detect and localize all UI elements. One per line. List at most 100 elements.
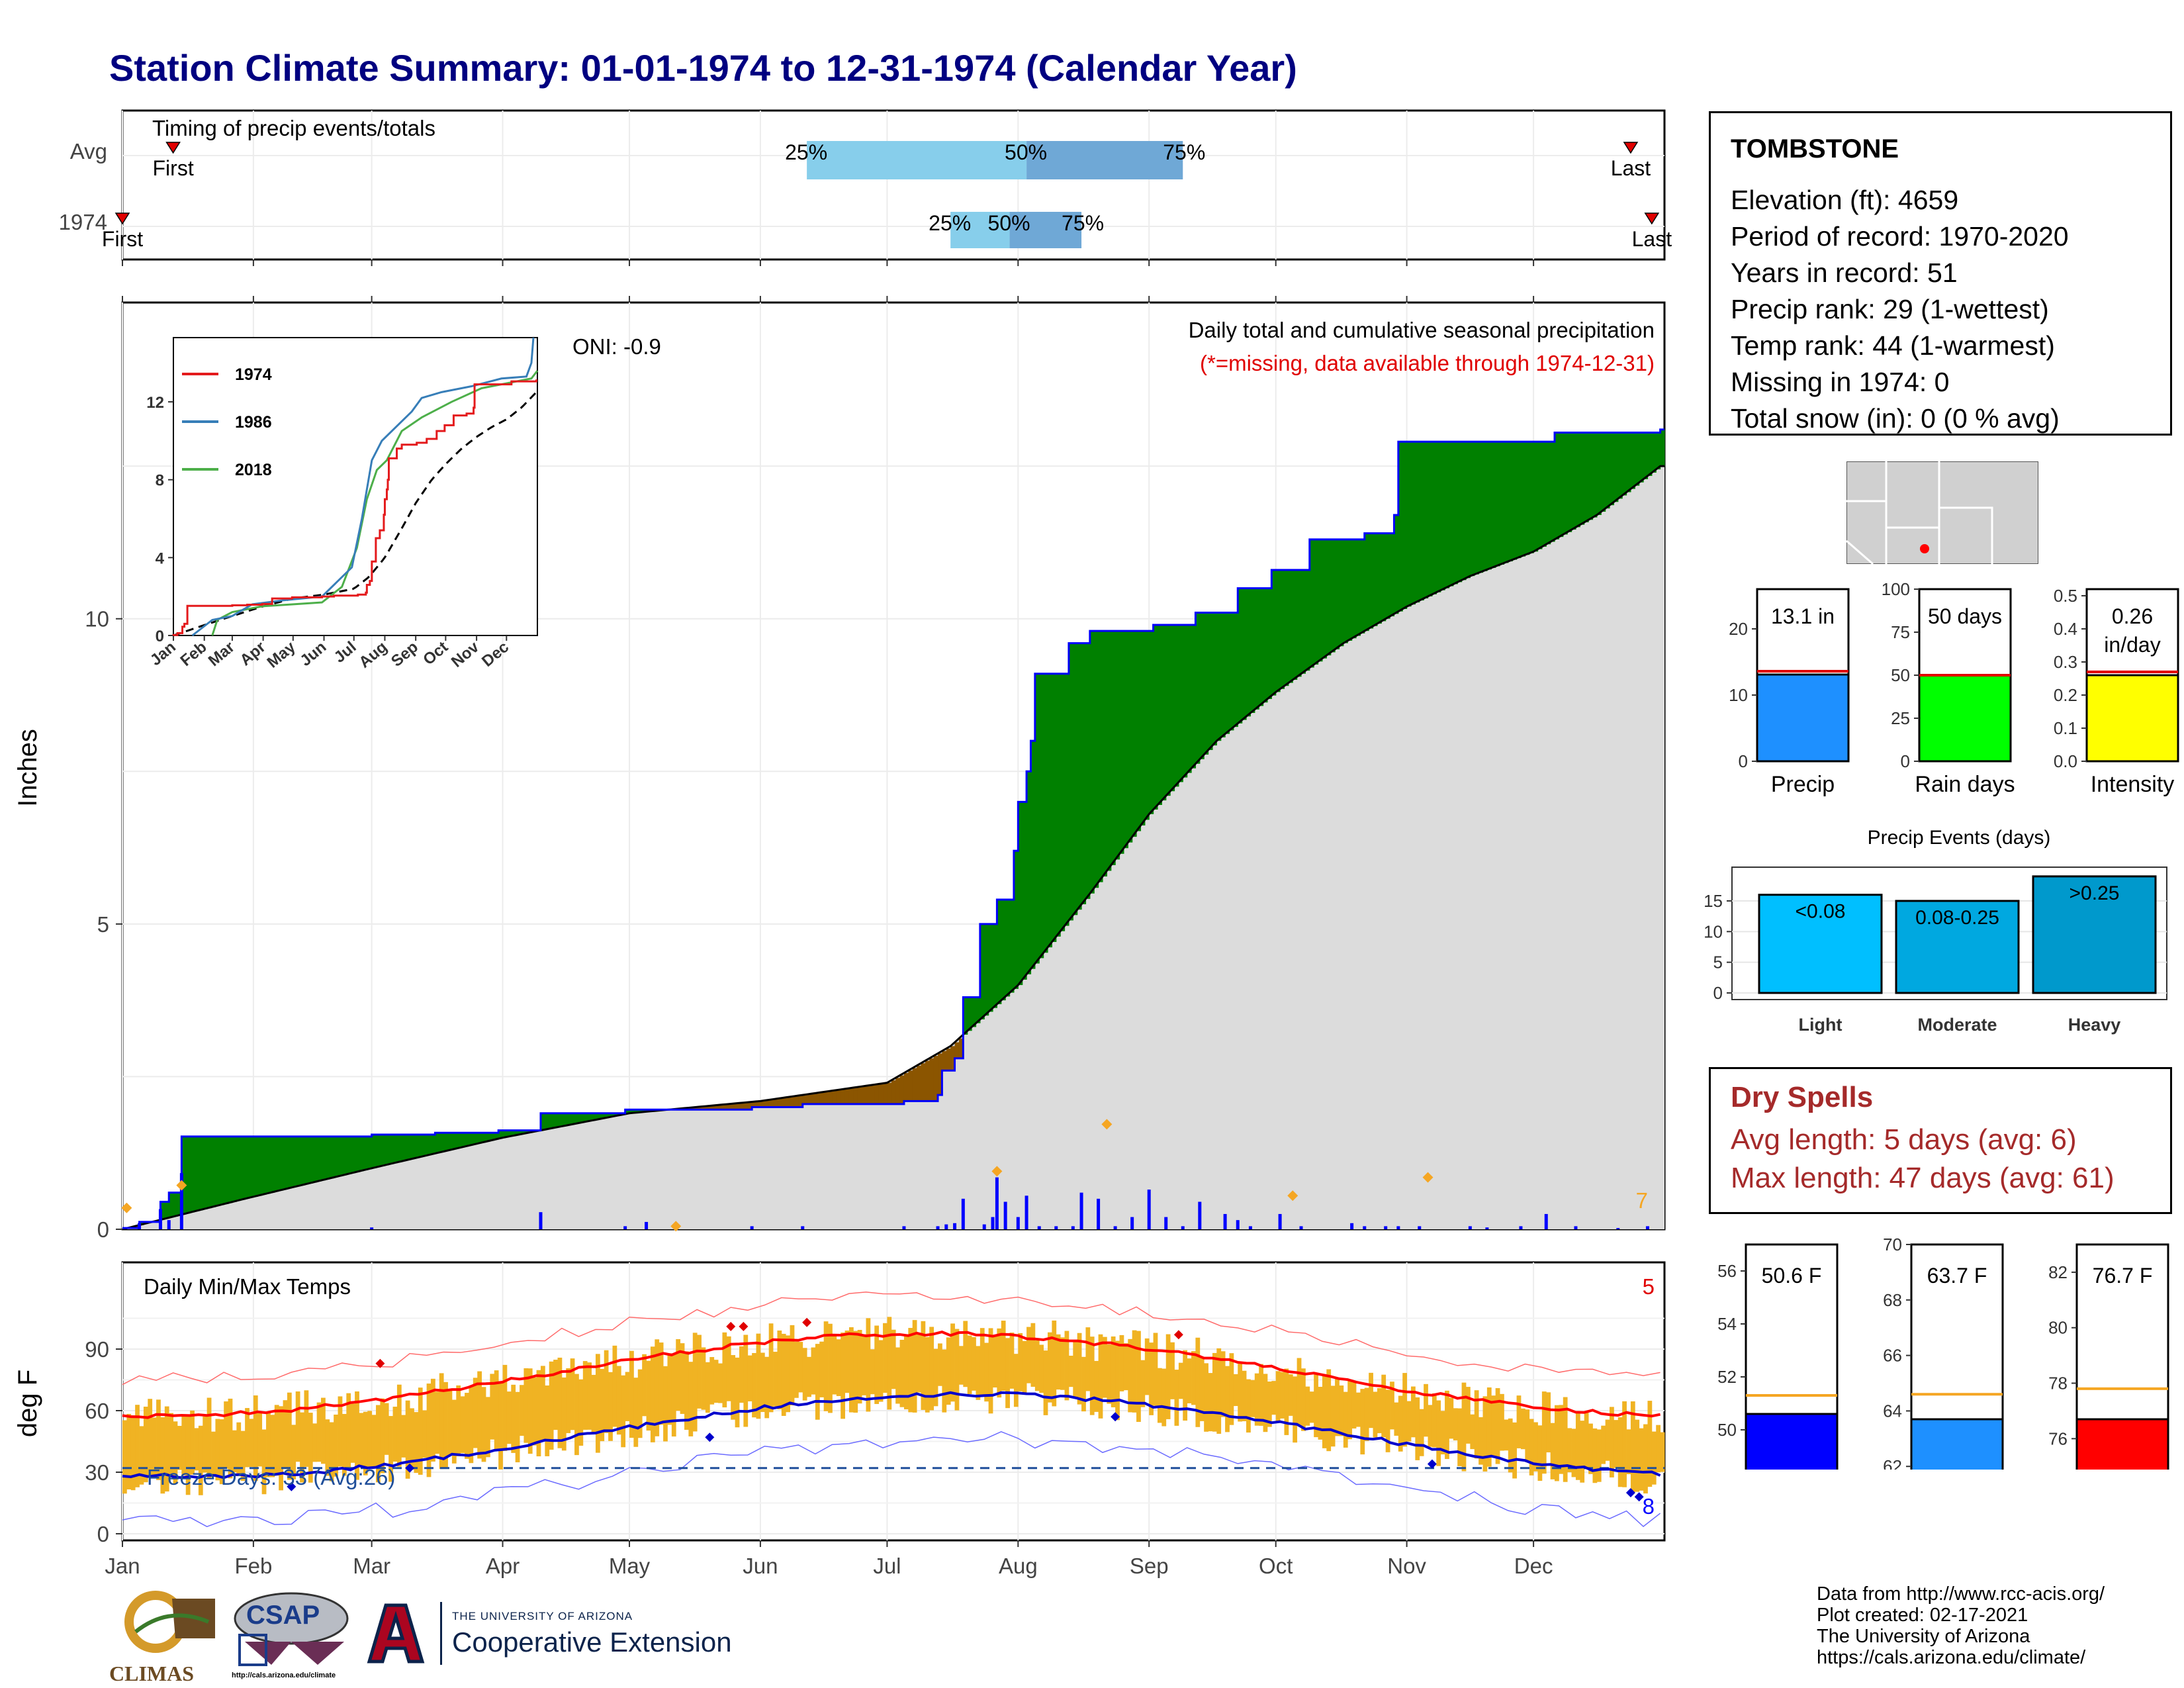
precip-surplus-slice [1009,899,1015,993]
precip-surplus-slice [456,1133,461,1149]
daily-temp-bar [1048,1332,1052,1403]
daily-temp-bar [502,1364,508,1451]
precip-surplus-slice [1043,673,1048,953]
daily-temp-bar [1280,1372,1285,1419]
precip-surplus-slice [426,1135,432,1156]
precip-deficit-slice [832,1090,837,1104]
daily-temp-bar [1465,1387,1471,1444]
daily-temp-bar [130,1415,136,1491]
month-tick-label: Jan [105,1554,140,1578]
precip-surplus-slice [1449,442,1454,586]
precip-bar-tick-label: 0.1 [2054,718,2077,738]
precip-surplus-slice [1301,569,1306,674]
station-precip-rank: Precip rank: 29 (1-wettest) [1731,294,2049,324]
record-high-marker [375,1358,385,1368]
daily-temp-bar [692,1333,698,1432]
daily-temp-bar [1246,1379,1251,1433]
daily-temp-bar [862,1334,866,1395]
daily-temp-bar [807,1356,811,1397]
daily-temp-bar [1068,1356,1073,1387]
daily-precip-bar [1299,1226,1303,1229]
daily-temp-bar [912,1320,917,1413]
precip-deficit-slice [887,1082,892,1104]
daily-temp-bar [954,1329,960,1411]
daily-precip-bar [1278,1213,1282,1229]
record-precip-marker [121,1202,132,1213]
precip-surplus-slice [1263,588,1268,703]
precip-surplus-slice [1596,432,1602,515]
daily-precip-bar [991,1217,995,1229]
precip-deficit-slice [899,1075,905,1104]
temp-panel: 0 30 60 90 Jan Feb Mar Apr May Jun Jul Aug Sep Oct No… [13,259,1666,1578]
intensity-unit: in/day [2104,633,2160,657]
precip-surplus-slice [1643,432,1649,479]
daily-temp-bar [895,1347,900,1404]
precip-count-label: 7 [1636,1188,1648,1213]
daily-temp-bar [866,1318,871,1412]
record-low-marker [1111,1412,1120,1422]
precip-surplus-slice [1445,442,1450,588]
daily-temp-bar [1314,1372,1318,1438]
daily-temp-bar [1115,1340,1120,1421]
daily-temp-bar [786,1335,791,1413]
precip-deficit-slice [697,1107,702,1110]
daily-temp-bar [591,1374,596,1434]
daily-temp-bar [1373,1391,1378,1438]
precip-surplus-slice [291,1136,296,1188]
precip-surplus-slice [506,1130,512,1137]
daily-temp-bar [853,1331,858,1413]
daily-precip-bar [623,1226,627,1229]
daily-temp-bar [984,1342,989,1402]
record-precip-marker [1101,1119,1113,1130]
daily-temp-bar [811,1347,816,1395]
daily-temp-bar [899,1340,905,1407]
daily-temp-bar [338,1396,343,1467]
temp-bar-value-0: 50.6 F [1762,1264,1822,1288]
daily-temp-bar [1432,1393,1437,1448]
station-location-dot [1920,544,1929,553]
precip-surplus-slice [1440,442,1445,590]
precip-surplus-slice [215,1136,220,1207]
events-category-0: Light [1799,1015,1843,1035]
daily-temp-bar [1381,1374,1387,1438]
precip-surplus-slice [1537,442,1543,549]
timing-bar-early-avg [807,141,1027,179]
precip-deficit-slice [807,1094,812,1104]
daily-temp-bar [350,1403,355,1463]
daily-temp-bar [1233,1374,1238,1407]
precip-surplus-slice [338,1136,343,1177]
daily-temp-bar [718,1363,723,1403]
daily-temp-bar [1330,1385,1336,1447]
daily-temp-bar [1220,1351,1226,1417]
precip-surplus-slice [477,1133,482,1144]
daily-temp-bar [376,1405,381,1483]
precip-surplus-slice [1559,432,1564,538]
precip-bar-fill-0 [1756,673,1850,763]
precip-surplus-slice [1157,624,1162,806]
daily-temp-bar [363,1411,368,1476]
record-high-marker [726,1321,736,1331]
daily-temp-bar [295,1391,300,1462]
daily-temp-bar [1470,1414,1475,1450]
timing-bar-late-1974 [1009,212,1082,248]
precip-heading: Daily total and cumulative seasonal prec… [1189,318,1655,342]
daily-temp-bar [1161,1368,1167,1427]
temp-bar-tick-label: 80 [2048,1318,2068,1338]
ua-big-text: Cooperative Extension [452,1626,732,1658]
timing-label: Timing of precip events/totals [152,116,435,140]
daily-precip-bar [370,1227,374,1229]
daily-temp-bar [1204,1363,1208,1432]
daily-precip-bar [158,1209,162,1229]
precip-surplus-slice [1436,442,1441,592]
daily-precip-bar [1037,1226,1041,1229]
inset-legend-label: 1986 [235,413,272,432]
precip-surplus-slice [498,1130,504,1139]
temp-bar-tick-label: 50 [1717,1420,1737,1440]
precip-surplus-slice [232,1136,237,1202]
record-high-marker [802,1317,812,1327]
daily-temp-bar [1630,1401,1635,1493]
daily-temp-bar [857,1330,862,1404]
precip-deficit-slice [735,1103,740,1110]
daily-temp-bar [1419,1409,1424,1456]
daily-temp-bar [1639,1428,1644,1491]
